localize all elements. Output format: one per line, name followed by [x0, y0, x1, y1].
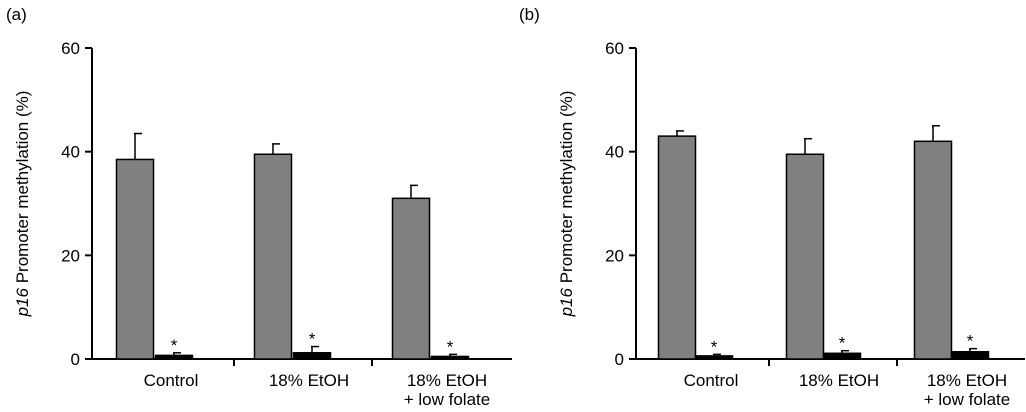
chart-panel-b: (b) p16 Promoter methylation (%) 0 20 40 60 Co…	[513, 0, 1026, 412]
y-tick-label: 20	[61, 246, 80, 265]
y-tick-label: 0	[615, 350, 624, 369]
bar-grey	[391, 197, 431, 360]
bar-black	[694, 355, 734, 360]
y-axis-title: p16 Promoter methylation (%)	[557, 91, 576, 318]
bar-grey	[657, 135, 697, 360]
category-label: 18% EtOH	[407, 371, 487, 390]
y-tick-label: 0	[71, 350, 80, 369]
significance-marker: *	[309, 330, 316, 349]
significance-marker: *	[711, 337, 718, 356]
category-label: 18% EtOH	[927, 371, 1007, 390]
bar-chart-b: (b) p16 Promoter methylation (%) 0 20 40 60 Co…	[519, 5, 1025, 409]
bar-grey	[115, 158, 155, 360]
chart-panel-a: (a) p16 Promoter methylation (%) 0 20 40 60 Co…	[6, 5, 512, 409]
y-tick-label: 60	[605, 39, 624, 58]
significance-marker: *	[967, 332, 974, 351]
category-label: 18% EtOH	[269, 371, 349, 390]
y-axis-title-italic: p16	[557, 288, 576, 318]
category-label: Control	[144, 371, 199, 390]
y-axis-title-rest: Promoter methylation (%)	[557, 91, 576, 288]
bar-black	[292, 352, 332, 360]
bar-chart-a: (a) p16 Promoter methylation (%) 0 20 40 60 Co…	[6, 5, 512, 409]
bar-grey	[913, 140, 953, 360]
y-axis-title: p16 Promoter methylation (%)	[13, 91, 32, 318]
bar-black	[822, 352, 862, 360]
significance-marker: *	[171, 336, 178, 355]
panel-label: (b)	[519, 5, 540, 24]
y-tick-label: 60	[61, 39, 80, 58]
bar-black	[154, 354, 194, 360]
significance-marker: *	[447, 337, 454, 356]
category-label: + low folate	[404, 390, 490, 409]
panel-label: (a)	[6, 5, 27, 24]
y-tick-label: 40	[605, 143, 624, 162]
bar-black	[430, 355, 470, 360]
y-tick-label: 20	[605, 246, 624, 265]
y-tick-label: 40	[61, 143, 80, 162]
category-label: Control	[684, 371, 739, 390]
significance-marker: *	[839, 334, 846, 353]
bar-grey	[785, 153, 825, 360]
bar-black	[950, 350, 990, 360]
y-axis-title-italic: p16	[13, 288, 32, 318]
bar-grey	[253, 153, 293, 360]
y-axis-title-rest: Promoter methylation (%)	[13, 91, 32, 288]
category-label: + low folate	[924, 390, 1010, 409]
category-label: 18% EtOH	[799, 371, 879, 390]
